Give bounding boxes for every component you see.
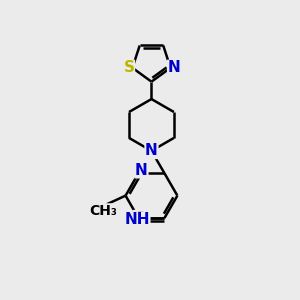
Text: O: O: [133, 211, 146, 226]
Text: N: N: [145, 143, 158, 158]
Text: NH: NH: [124, 212, 150, 227]
Text: N: N: [135, 163, 148, 178]
Text: N: N: [168, 60, 180, 75]
Text: CH₃: CH₃: [89, 204, 117, 218]
Text: S: S: [123, 60, 134, 75]
